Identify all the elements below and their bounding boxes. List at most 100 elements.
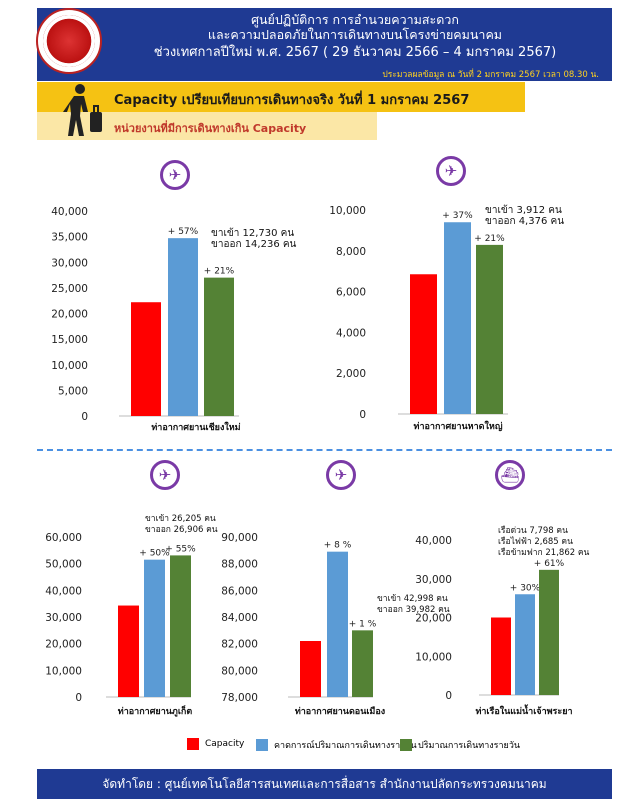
passenger-note: เรือด่วน 7,798 คน bbox=[498, 525, 568, 536]
legend-swatch-capacity bbox=[187, 738, 199, 750]
updated-timestamp: ประมวลผลข้อมูล ณ วันที่ 2 มกราคม 2567 เว… bbox=[382, 70, 599, 80]
tick-label: 82,000 bbox=[221, 639, 258, 651]
tick-label: 10,000 bbox=[51, 360, 88, 372]
footer-credit: จัดทำโดย : ศูนย์เทคโนโลยีสารสนเทศและการส… bbox=[37, 769, 612, 799]
tick-label: 4,000 bbox=[336, 327, 366, 339]
bar-forecast bbox=[327, 551, 348, 697]
passenger-note: ขาออก 39,982 คน bbox=[377, 605, 450, 615]
bar-actual bbox=[204, 277, 234, 416]
passenger-note: ขาเข้า 12,730 คน bbox=[211, 227, 294, 239]
tick-label: 30,000 bbox=[415, 574, 452, 586]
tick-label: 6,000 bbox=[336, 287, 366, 299]
category-label: ท่าเรือในแม่น้ำเจ้าพระยา bbox=[475, 704, 572, 717]
data-label: + 30% bbox=[510, 583, 541, 593]
boat-icon: ⛴ bbox=[495, 460, 525, 490]
tick-label: 8,000 bbox=[336, 246, 366, 258]
tick-label: 80,000 bbox=[221, 665, 258, 677]
category-label: ท่าอากาศยานเชียงใหม่ bbox=[151, 421, 240, 433]
bar-forecast bbox=[515, 594, 535, 695]
tick-label: 0 bbox=[359, 409, 366, 421]
legend-label: ปริมาณการเดินทางรายวัน bbox=[418, 741, 521, 751]
passenger-note: ขาออก 4,376 คน bbox=[485, 216, 564, 227]
bar-capacity bbox=[410, 274, 437, 414]
tick-label: 40,000 bbox=[415, 535, 452, 547]
tick-label: 10,000 bbox=[415, 651, 452, 663]
passenger-note: ขาเข้า 42,998 คน bbox=[377, 593, 448, 604]
tick-label: 25,000 bbox=[51, 283, 88, 295]
section-divider bbox=[37, 449, 612, 451]
ministry-logo bbox=[36, 8, 102, 74]
legend-label: คาดการณ์ปริมาณการเดินทางรายวัน bbox=[274, 741, 417, 751]
data-label: + 21% bbox=[204, 267, 235, 277]
data-label: + 50% bbox=[139, 549, 170, 559]
bar-capacity bbox=[491, 617, 511, 695]
tick-label: 60,000 bbox=[45, 532, 82, 544]
subtitle-text: หน่วยงานที่มีการเดินทางเกิน Capacity bbox=[114, 122, 307, 135]
data-label: + 57% bbox=[168, 227, 199, 237]
airplane-icon: ✈ bbox=[160, 160, 190, 190]
data-label: + 61% bbox=[534, 559, 565, 569]
passenger-note: เรือข้ามฟาก 21,862 คน bbox=[498, 547, 590, 558]
airplane-icon: ✈ bbox=[150, 460, 180, 490]
airplane-icon: ✈ bbox=[326, 460, 356, 490]
tick-label: 40,000 bbox=[51, 206, 88, 218]
tick-label: 10,000 bbox=[45, 665, 82, 677]
data-label: + 21% bbox=[474, 234, 505, 244]
legend-label: Capacity bbox=[205, 739, 245, 749]
legend-capacity: Capacity bbox=[187, 738, 244, 750]
legend-swatch-actual bbox=[400, 739, 412, 751]
title-banner bbox=[37, 82, 525, 112]
bar-capacity bbox=[300, 641, 321, 697]
bar-forecast bbox=[144, 559, 165, 697]
bar-forecast bbox=[168, 238, 198, 416]
banner-title: Capacity เปรียบเทียบการเดินทางจริง วันที… bbox=[114, 93, 470, 108]
tick-label: 5,000 bbox=[58, 385, 88, 397]
legend-actual: ปริมาณการเดินทางรายวัน bbox=[400, 738, 520, 752]
header-line-1: ศูนย์ปฏิบัติการ การอำนวยความสะดวก bbox=[251, 12, 459, 27]
header-line-3: ช่วงเทศกาลปีใหม่ พ.ศ. 2567 ( 29 ธันวาคม … bbox=[153, 45, 557, 60]
tick-label: 40,000 bbox=[45, 585, 82, 597]
bar-capacity bbox=[131, 302, 161, 416]
bar-actual bbox=[170, 555, 191, 697]
legend-forecast: คาดการณ์ปริมาณการเดินทางรายวัน bbox=[256, 738, 417, 752]
data-label: + 8 % bbox=[324, 541, 352, 551]
tick-label: 2,000 bbox=[336, 368, 366, 380]
data-label: + 55% bbox=[165, 544, 196, 554]
header-line-2: และความปลอดภัยในการเดินทางบนโครงข่ายคมนา… bbox=[207, 27, 503, 42]
tick-label: 88,000 bbox=[221, 559, 258, 571]
tick-label: 50,000 bbox=[45, 559, 82, 571]
data-label: + 37% bbox=[442, 211, 473, 221]
tick-label: 0 bbox=[445, 690, 452, 702]
category-label: ท่าอากาศยานดอนเมือง bbox=[295, 705, 385, 717]
tick-label: 20,000 bbox=[45, 639, 82, 651]
bar-forecast bbox=[444, 222, 471, 414]
tick-label: 20,000 bbox=[415, 613, 452, 625]
tick-label: 30,000 bbox=[45, 612, 82, 624]
category-label: ท่าอากาศยานหาดใหญ่ bbox=[414, 420, 503, 432]
tick-label: 0 bbox=[75, 692, 82, 704]
bar-actual bbox=[352, 630, 373, 697]
tick-label: 90,000 bbox=[221, 532, 258, 544]
tick-label: 78,000 bbox=[221, 692, 258, 704]
passenger-note: ขาออก 14,236 คน bbox=[211, 239, 297, 250]
category-label: ท่าอากาศยานภูเก็ต bbox=[118, 704, 193, 717]
airplane-icon: ✈ bbox=[436, 156, 466, 186]
tick-label: 15,000 bbox=[51, 334, 88, 346]
passenger-note: ขาเข้า 3,912 คน bbox=[485, 204, 562, 216]
bar-capacity bbox=[118, 605, 139, 697]
bar-actual bbox=[539, 569, 559, 695]
header-banner bbox=[37, 8, 612, 81]
tick-label: 0 bbox=[81, 411, 88, 423]
tick-label: 86,000 bbox=[221, 585, 258, 597]
passenger-note: ขาออก 26,906 คน bbox=[145, 525, 218, 535]
legend-swatch-forecast bbox=[256, 739, 268, 751]
traveler-icon bbox=[63, 84, 102, 136]
tick-label: 35,000 bbox=[51, 232, 88, 244]
data-label: + 1 % bbox=[349, 619, 377, 629]
passenger-note: เรือไฟฟ้า 2,685 คน bbox=[498, 536, 573, 547]
tick-label: 84,000 bbox=[221, 612, 258, 624]
tick-label: 30,000 bbox=[51, 257, 88, 269]
bar-actual bbox=[476, 244, 503, 414]
tick-label: 10,000 bbox=[329, 205, 366, 217]
